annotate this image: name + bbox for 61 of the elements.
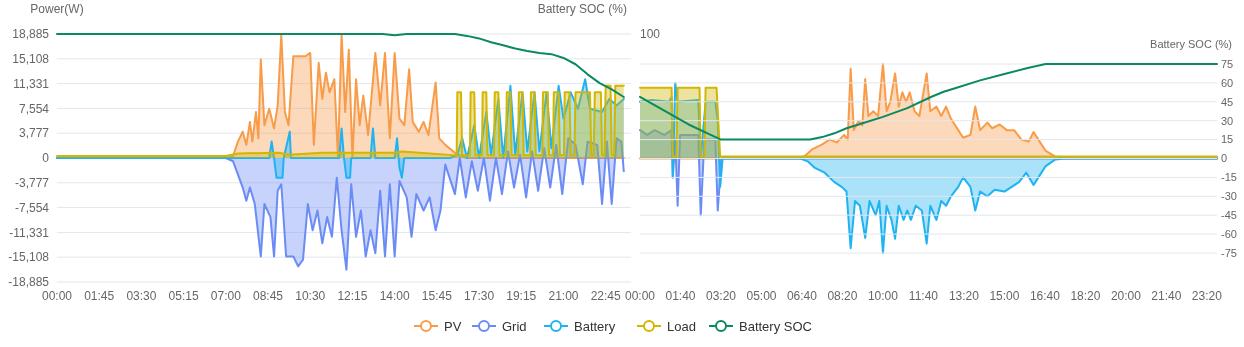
y-axis-title: Power(W) xyxy=(30,2,84,16)
y-tick-label: -18,885 xyxy=(8,275,50,290)
y-tick-label: -11,331 xyxy=(9,225,50,240)
y-tick-label: -3,777 xyxy=(14,176,50,190)
y-tick-label: -7,554 xyxy=(14,200,50,215)
y2-tick-label: 75 xyxy=(1221,57,1234,70)
y2-tick-label: -60 xyxy=(1221,227,1237,240)
legend-label: Battery SOC xyxy=(739,318,812,334)
legend-label: PV xyxy=(444,318,462,334)
y2-tick-label: -45 xyxy=(1221,209,1237,222)
x-tick-label: 23:20 xyxy=(1191,289,1223,303)
y-tick-label: 3,777 xyxy=(18,126,50,141)
x-tick-label: 07:00 xyxy=(210,289,242,303)
x-tick-label: 16:40 xyxy=(1029,289,1061,303)
y-tick-label: -15,108 xyxy=(8,250,50,265)
x-tick-label: 15:00 xyxy=(989,289,1020,303)
x-tick-label: 18:20 xyxy=(1070,289,1101,303)
x-tick-label: 10:30 xyxy=(295,289,326,303)
x-tick-label: 19:15 xyxy=(506,289,537,303)
y2-tick-label: -30 xyxy=(1221,190,1237,203)
y2-axis-title: Battery SOC (%) xyxy=(537,2,627,16)
x-tick-label: 05:00 xyxy=(746,289,777,303)
x-tick-label: 12:15 xyxy=(337,289,368,303)
y2-tick-label: -75 xyxy=(1221,246,1237,259)
y-tick-label: 11,331 xyxy=(13,76,50,91)
x-tick-label: 21:00 xyxy=(548,289,579,303)
x-tick-label: 17:30 xyxy=(464,289,495,303)
y2-tick-label: 45 xyxy=(1221,95,1234,108)
y-tick-label: 15,108 xyxy=(12,52,50,66)
legend-label: Battery xyxy=(574,318,616,334)
x-tick-label: 05:15 xyxy=(168,289,199,303)
x-tick-label: 21:40 xyxy=(1151,289,1182,303)
y2-tick-label: 15 xyxy=(1221,133,1234,146)
x-tick-label: 08:45 xyxy=(253,289,284,303)
x-tick-label: 13:20 xyxy=(948,289,980,303)
x-tick-label: 20:00 xyxy=(1110,289,1142,303)
y-tick-label: 7,554 xyxy=(18,101,50,116)
x-tick-label: 22:45 xyxy=(590,289,622,303)
y2-axis-title: Battery SOC (%) xyxy=(1150,38,1232,50)
legend-label: Load xyxy=(667,318,696,334)
y2-tick-label: -15 xyxy=(1221,171,1237,184)
x-tick-label: 00:00 xyxy=(41,289,73,303)
x-tick-label: 10:00 xyxy=(867,289,899,303)
x-tick-label: 15:45 xyxy=(421,289,453,303)
x-tick-label: 14:00 xyxy=(379,289,410,303)
line-series xyxy=(639,63,1218,141)
y2-tick-label: 0 xyxy=(1221,152,1228,165)
legend-label: Grid xyxy=(502,318,527,334)
x-tick-label: 03:20 xyxy=(705,289,737,303)
y2-tick-label: 60 xyxy=(1221,76,1234,89)
x-tick-label: 08:20 xyxy=(827,289,858,303)
y-tick-label: 18,885 xyxy=(12,27,50,42)
x-tick-label: 00:00 xyxy=(624,289,656,303)
x-tick-label: 01:40 xyxy=(665,289,696,303)
y-tick-label: 0 xyxy=(42,151,50,166)
x-tick-label: 01:45 xyxy=(84,289,115,303)
y2-tick-label: 30 xyxy=(1221,114,1234,127)
x-tick-label: 03:30 xyxy=(126,289,157,303)
x-tick-label: 06:40 xyxy=(786,289,818,303)
x-tick-label: 11:40 xyxy=(908,289,939,303)
text: 100 xyxy=(640,27,661,42)
